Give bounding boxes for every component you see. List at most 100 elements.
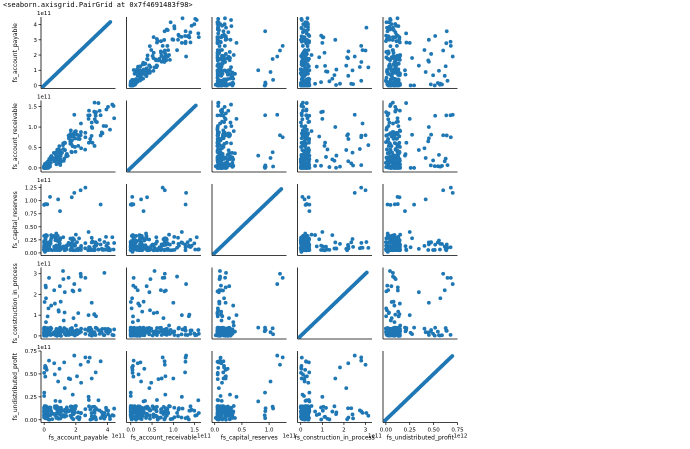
scatter-point: [384, 289, 389, 294]
scatter-point: [66, 241, 71, 245]
scatter-point: [111, 333, 116, 338]
scatter-point: [385, 329, 390, 334]
scatter-point: [136, 318, 140, 323]
scatter-point: [92, 331, 97, 336]
scatter-point: [299, 111, 304, 116]
scatter-point: [359, 185, 364, 190]
scatter-point: [83, 327, 88, 332]
scatter-point: [49, 303, 54, 308]
scatter-point: [422, 146, 427, 151]
scatter-point: [256, 153, 261, 158]
scatter-point: [148, 308, 152, 313]
scatter-point: [183, 245, 188, 250]
x-tick-label: 0.25: [404, 428, 417, 434]
scatter-point: [224, 25, 228, 30]
scatter-point: [225, 165, 229, 170]
scatter-point: [410, 236, 414, 241]
scatter-point: [134, 329, 139, 334]
scatter-point: [445, 163, 450, 168]
scatter-point: [390, 38, 395, 42]
scatter-point: [156, 377, 161, 382]
scatter-point: [134, 70, 139, 74]
scatter-point: [313, 81, 318, 86]
scatter-point: [58, 299, 63, 304]
scatter-point: [404, 248, 409, 253]
scatter-point: [147, 44, 152, 49]
scatter-point: [94, 314, 98, 319]
scatter-point: [263, 164, 268, 169]
scatter-point: [299, 136, 304, 141]
scatter-point: [130, 296, 135, 301]
scatter-point: [395, 132, 400, 137]
scatter-point: [102, 240, 107, 244]
scatter-point: [300, 44, 305, 48]
scatter-point: [217, 50, 222, 55]
scatter-point: [145, 53, 150, 58]
scatter-point: [144, 71, 148, 76]
scatter-point: [147, 237, 152, 242]
scatter-point: [72, 190, 77, 195]
scatter-point: [219, 318, 224, 323]
scatter-point: [438, 242, 443, 246]
scatter-point: [263, 406, 268, 411]
x-offset-label: 1e11: [368, 434, 382, 440]
scatter-point: [219, 69, 224, 74]
scatter-point: [390, 35, 395, 39]
scatter-point: [223, 275, 228, 280]
scatter-point: [148, 277, 153, 282]
scatter-point: [188, 245, 193, 249]
scatter-point: [61, 277, 66, 282]
scatter-point: [435, 329, 440, 334]
scatter-point: [162, 242, 167, 247]
scatter-point: [441, 271, 446, 276]
scatter-point: [231, 323, 236, 328]
scatter-point: [140, 309, 145, 314]
scatter-point: [313, 164, 318, 168]
scatter-point: [383, 160, 388, 165]
scatter-point: [228, 333, 233, 338]
scatter-point: [359, 358, 364, 363]
scatter-point: [344, 63, 349, 68]
scatter-point: [388, 65, 392, 70]
scatter-point: [385, 283, 390, 288]
scatter-point: [422, 48, 427, 52]
scatter-point: [307, 370, 312, 375]
scatter-point: [98, 133, 103, 138]
scatter-point: [86, 116, 91, 121]
scatter-point: [234, 40, 239, 45]
scatter-point: [223, 60, 228, 64]
scatter-point: [306, 40, 311, 45]
scatter-point: [57, 411, 62, 416]
scatter-point: [303, 236, 308, 241]
y-tick-label: 1.5: [28, 105, 37, 111]
scatter-point: [87, 404, 91, 409]
scatter-point: [137, 331, 142, 336]
x-tick-label: 0: [42, 428, 46, 434]
scatter-point: [68, 139, 73, 144]
scatter-point: [77, 288, 82, 293]
scatter-point: [230, 160, 235, 165]
scatter-point: [42, 370, 47, 375]
panel-fs_account_receivable-vs-fs_undistributed_profit: [382, 100, 458, 173]
scatter-point: [170, 37, 175, 42]
scatter-point: [268, 330, 273, 335]
scatter-point: [183, 328, 188, 333]
scatter-point: [303, 163, 308, 168]
y-tick-label: 0.75: [25, 212, 38, 218]
scatter-point: [263, 82, 268, 86]
scatter-point: [218, 269, 222, 273]
y-axis-label: fs_capital_reserves: [12, 191, 19, 248]
scatter-point: [93, 325, 98, 330]
panel-fs_account_payable-vs-fs_construction_in_process: [297, 16, 372, 89]
scatter-point: [350, 68, 355, 73]
scatter-point: [395, 285, 400, 290]
scatter-point: [408, 166, 413, 170]
scatter-point: [426, 300, 431, 305]
scatter-point: [234, 116, 239, 121]
scatter-point: [389, 284, 394, 289]
scatter-point: [102, 411, 107, 415]
scatter-point: [110, 235, 115, 240]
scatter-point: [215, 78, 220, 83]
scatter-point: [147, 332, 152, 337]
